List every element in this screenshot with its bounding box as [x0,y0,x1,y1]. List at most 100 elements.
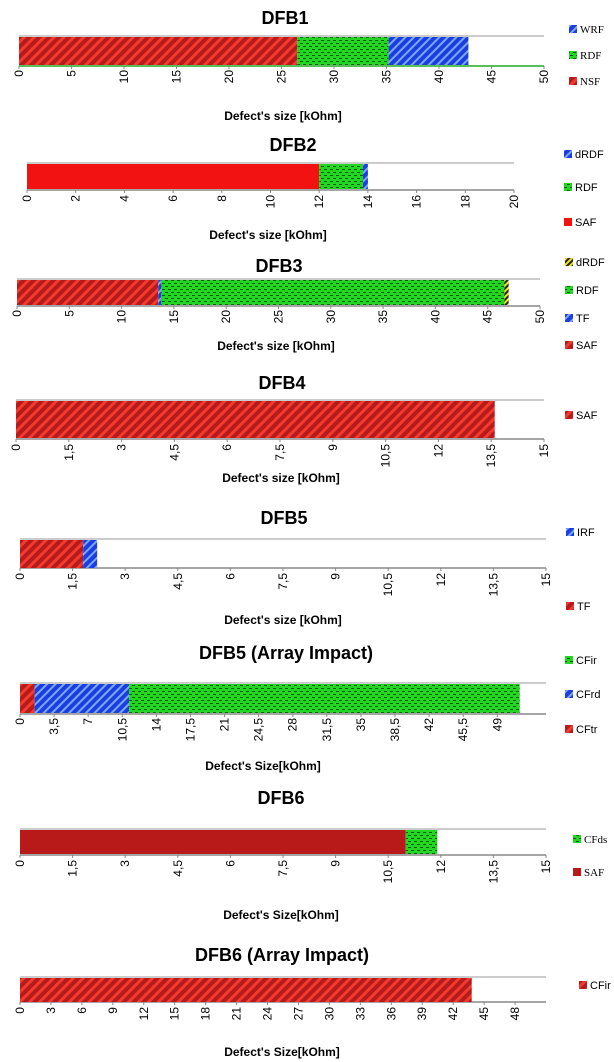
chart-3-tick-label: 30 [324,310,338,324]
chart-2-tick-label: 10 [264,195,278,209]
chart-2-tick-label: 2 [69,195,83,202]
chart-7-legend-swatch-saf [573,868,581,876]
chart-7-tick-label: 7,5 [276,860,290,877]
chart-7-legend-label-saf: SAF [584,867,604,879]
chart-6-tick-label: 35 [354,718,368,732]
chart-8-tick-label: 30 [322,1007,336,1021]
chart-6-xlabel: Defect's Size[kOhm] [205,759,321,773]
chart-5-tick-label: 6 [223,573,237,580]
chart-2-tick-label: 4 [117,195,131,202]
chart-8-tick-label: 6 [75,1007,89,1014]
chart-8-tick-label: 18 [199,1007,213,1021]
chart-3-tick-label: 25 [272,310,286,324]
chart-6-tick-label: 45,5 [456,718,470,742]
chart-6-tick-label: 38,5 [388,718,402,742]
chart-4-tick-label: 0 [9,444,23,451]
chart-8-tick-label: 45 [477,1007,491,1021]
chart-1-bar-wrf [388,37,469,65]
chart-1-bar-rdf [297,37,389,65]
chart-8-tick-label: 12 [137,1007,151,1021]
chart-6-tick-label: 14 [149,718,163,732]
chart-1-tick-label: 40 [432,70,446,84]
chart-4-xlabel: Defect's size [kOhm] [222,471,340,485]
chart-4-tick-label: 13,5 [484,444,498,468]
chart-6-bar-cfir [129,684,520,713]
chart-1-tick-label: 5 [65,70,79,77]
chart-4-tick-label: 1,5 [62,444,76,461]
chart-6-tick-label: 17,5 [183,718,197,742]
chart-8-tick-label: 9 [106,1007,120,1014]
chart-8-tick-label: 15 [168,1007,182,1021]
chart-5-tick-label: 3 [118,573,132,580]
chart-3-legend-label-tf: TF [576,313,590,325]
chart-6-legend-label-cfir: CFir [576,655,597,667]
chart-3-tick-label: 45 [481,310,495,324]
chart-6-tick-label: 31,5 [320,718,334,742]
chart-7-tick-label: 9 [329,860,343,867]
chart-5-tick-label: 12 [434,573,448,587]
chart-1-tick-label: 15 [170,70,184,84]
chart-2-tick-label: 0 [20,195,34,202]
chart-1-tick-label: 20 [222,70,236,84]
chart-2-tick-label: 12 [312,195,326,209]
chart-1-tick-label: 25 [275,70,289,84]
chart-6-legend-label-cftr: CFtr [576,724,598,736]
chart-7-xlabel: Defect's Size[kOhm] [223,908,339,922]
chart-2-tick-label: 18 [458,195,472,209]
chart-3-legend-label-saf: SAF [576,340,598,352]
chart-8-tick-label: 39 [415,1007,429,1021]
chart-7-tick-label: 6 [223,860,237,867]
chart-2-xlabel: Defect's size [kOhm] [209,228,327,242]
chart-2-bar-rdf [319,164,364,189]
chart-4-tick-label: 3 [115,444,129,451]
chart-1-legend-label-wrf: WRF [580,24,604,36]
chart-4-tick-label: 12 [431,444,445,458]
chart-2-bar-drdf [363,164,368,189]
chart-2-legend-swatch-drdf [564,150,572,158]
chart-4-tick-label: 9 [326,444,340,451]
chart-2-tick-label: 6 [166,195,180,202]
chart-6-tick-label: 42 [422,718,436,732]
chart-5-legend-swatch-tf [566,602,574,610]
chart-2-tick-label: 20 [507,195,521,209]
chart-8-legend-swatch-cfir [579,981,587,989]
chart-8-xlabel: Defect's Size[kOhm] [224,1045,340,1059]
chart-1-legend-swatch-wrf [569,25,577,33]
chart-5-tick-label: 4,5 [171,573,185,590]
chart-3-tick-label: 20 [219,310,233,324]
chart-2-legend-label-saf: SAF [575,217,597,229]
chart-5-tick-label: 1,5 [66,573,80,590]
chart-7-tick-label: 10,5 [381,860,395,884]
chart-1-legend-label-nsf: NSF [580,76,600,88]
chart-6-tick-label: 7 [81,718,95,725]
chart-6-legend-swatch-cftr [565,725,573,733]
chart-4-tick-label: 10,5 [379,444,393,468]
chart-2-tick-label: 8 [215,195,229,202]
chart-1-bar-nsf [19,37,298,65]
chart-8-tick-label: 27 [291,1007,305,1021]
chart-3-tick-label: 40 [428,310,442,324]
chart-3-legend-label-rdf: RDF [576,285,599,297]
chart-4-bar-saf [16,401,495,438]
chart-3-xlabel: Defect's size [kOhm] [217,339,335,353]
chart-4-title: DFB4 [258,373,305,393]
chart-2-legend-label-drdf: dRDF [575,149,604,161]
chart-1-legend-label-rdf: RDF [580,50,601,62]
chart-7-tick-label: 13,5 [486,860,500,884]
chart-1-legend-swatch-nsf [569,77,577,85]
chart-6-tick-label: 0 [13,718,27,725]
chart-7-tick-label: 12 [434,860,448,874]
chart-8-tick-label: 36 [384,1007,398,1021]
chart-2-legend-swatch-saf [564,218,572,226]
chart-1-tick-label: 45 [485,70,499,84]
chart-4-tick-label: 6 [220,444,234,451]
chart-2-legend-label-rdf: RDF [575,182,598,194]
chart-6-legend-swatch-cfir [565,656,573,664]
chart-6-tick-label: 21 [218,718,232,732]
chart-7-legend-label-cfds: CFds [584,834,607,846]
chart-3-bar-tf [158,280,162,305]
chart-8-legend-label-cfir: CFir [590,980,611,992]
chart-5-tick-label: 9 [329,573,343,580]
chart-8-tick-label: 24 [261,1007,275,1021]
